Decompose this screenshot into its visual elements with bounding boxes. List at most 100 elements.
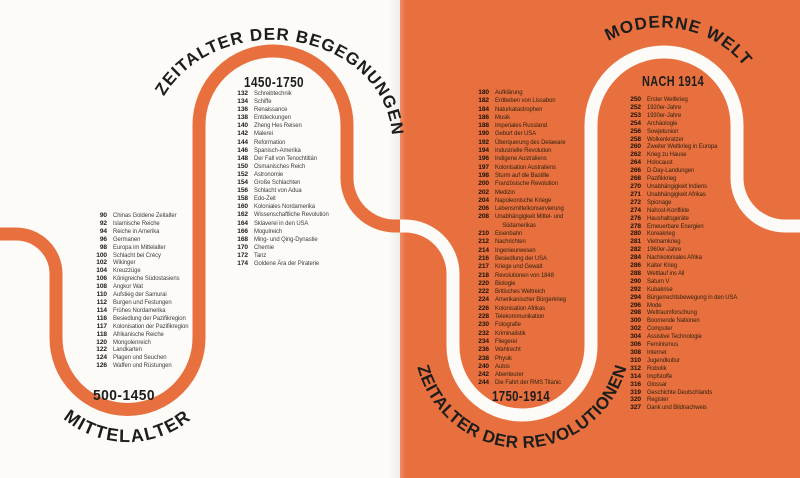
toc-entry: 284 Nachkoloniales Afrika: [621, 254, 747, 262]
entry-title: Besiedlung der USA: [495, 254, 547, 262]
toc-entry: 170 Chemie: [228, 244, 337, 252]
page-number: 104: [96, 267, 107, 275]
toc-entry: 184 Naturkatastrophen: [469, 106, 599, 114]
entry-title: D-Day-Landungen: [647, 167, 695, 175]
entry-title: Erdbeben von Lissabon: [495, 97, 556, 105]
toc-entry: 272 Spionage: [621, 199, 747, 207]
entry-title: Zheng Hes Reisen: [254, 122, 302, 130]
entry-title: Saturn V: [647, 277, 670, 285]
toc-entry: 302 Computer: [621, 325, 747, 333]
toc-entry: 258 Wolkenkratzer: [621, 136, 747, 144]
page-number: 276: [630, 214, 641, 222]
era-dates-revolutionen: 1750-1914: [492, 388, 550, 405]
entry-title: Aufstieg der Samurai: [113, 291, 167, 299]
page-number: 166: [237, 227, 248, 235]
entry-title: Kreuzzüge: [113, 267, 141, 275]
entry-title: Kolonisation der Pazifikregion: [113, 322, 189, 330]
entry-title: 1960er-Jahre: [647, 246, 682, 254]
entry-title: Wissenschaftliche Revolution: [254, 211, 329, 219]
entry-title: Kubakrise: [647, 285, 673, 293]
toc-entry: 226 Kolonisation Afrikas: [469, 305, 599, 313]
toc-entry: 124 Plagen und Seuchen: [87, 354, 197, 362]
entry-title: 1930er-Jahre: [647, 111, 682, 119]
toc-entry: 100 Schlacht bei Crécy: [87, 252, 197, 260]
entry-title: Unabhängigkeit Indiens: [647, 182, 708, 190]
entry-title: Industrielle Revolution: [495, 147, 552, 155]
toc-entry: 164 Sklaverei in den USA: [228, 220, 337, 228]
toc-entry: 108 Angkor Wat: [87, 283, 197, 291]
toc-entry: 156 Schlacht von Adua: [228, 187, 337, 195]
toc-entry: 290 Saturn V: [621, 278, 747, 286]
entry-title: Tanz: [254, 251, 267, 259]
entry-title: Revolutionen von 1848: [495, 271, 554, 279]
toc-entry: 116 Besiedlung der Pazifikregion: [87, 315, 197, 323]
toc-entry: 274 Nahost-Konflikte: [621, 207, 747, 215]
era-dates-begegnungen: 1450-1750: [244, 74, 304, 91]
entry-title: Robotik: [647, 364, 667, 372]
page-number: 118: [96, 330, 107, 338]
entry-title: Telekommunikation: [495, 313, 545, 321]
toc-entry: 268 Pazifikkrieg: [621, 175, 747, 183]
toc-entry: 264 Holocaust: [621, 159, 747, 167]
page-number: 217: [478, 263, 489, 271]
page-number: 212: [478, 238, 489, 246]
page-number: 238: [478, 354, 489, 362]
toc-entry: 230 Fotografie: [469, 321, 599, 329]
toc-entry: 242 Abenteurer: [469, 371, 599, 379]
page-number: 180: [478, 89, 489, 96]
entry-title: Eisenbahn: [495, 230, 523, 238]
page-number: 271: [630, 190, 641, 198]
page-number: 290: [630, 277, 641, 285]
page-number: 208: [478, 213, 489, 221]
toc-entry: 244 Die Fahrt der RMS Titanic: [469, 379, 599, 387]
entry-title: Angkor Wat: [113, 283, 143, 291]
page-number: 296: [630, 301, 641, 309]
page-number: 96: [99, 235, 107, 243]
page-number: 306: [630, 341, 641, 349]
entry-title: Feminismus: [647, 341, 679, 349]
entry-title: Ingenieurwesen: [495, 246, 536, 254]
page-number: 218: [478, 271, 489, 279]
entry-title: Spanisch-Amerika: [254, 146, 301, 154]
entry-title: Sturm auf die Bastille: [495, 171, 550, 179]
toc-entry: 146 Spanisch-Amerika: [228, 147, 337, 155]
page-number: 234: [478, 337, 489, 345]
toc-entry: 300 Boomende Nationen: [621, 317, 747, 325]
entry-title: Wettlauf ins All: [647, 269, 685, 277]
toc-entry: 210 Eisenbahn: [469, 230, 599, 238]
page-number: 206: [478, 205, 489, 213]
toc-entry: 306 Feminismus: [621, 341, 747, 349]
page-number: 242: [478, 371, 489, 379]
entry-title: Mogulreich: [254, 227, 283, 235]
page-number: 204: [478, 196, 489, 204]
toc-entry: 110 Aufstieg der Samurai: [87, 291, 197, 299]
page-number: 216: [478, 254, 489, 262]
toc-entry: 304 Assistive Technologie: [621, 333, 747, 341]
toc-entry: 212 Nachrichten: [469, 238, 599, 246]
entry-title: Ming- und Qing-Dynastie: [254, 235, 318, 243]
page-number: 117: [96, 322, 107, 330]
entry-title: Fotografie: [495, 321, 521, 329]
page-number: 210: [478, 230, 489, 238]
toc-entry: 96 Germanen: [87, 236, 197, 244]
page-number: 304: [630, 333, 641, 341]
page-number: 142: [237, 130, 248, 138]
page-number: 132: [237, 90, 248, 97]
toc-entry: 122 Landkarten: [87, 346, 197, 354]
entry-title: Astronomie: [254, 170, 284, 178]
toc-entry: 271 Unabhängigkeit Afrikas: [621, 191, 747, 199]
toc-entry: 214 Ingenieurwesen: [469, 247, 599, 255]
page-number: 122: [96, 346, 107, 354]
entry-title: Haushaltsgeräte: [647, 214, 689, 222]
page-number: 108: [96, 283, 107, 291]
toc-entry: 152 Astronomie: [228, 171, 337, 179]
entry-title: Assistive Technologie: [647, 333, 702, 341]
page-number: 188: [478, 122, 489, 130]
page-number: 282: [630, 246, 641, 254]
page-number: 116: [96, 314, 107, 322]
entry-title: Plagen und Seuchen: [113, 354, 167, 362]
page-number: 226: [478, 304, 489, 312]
entry-title: Große Schlachten: [254, 179, 301, 187]
toc-entry: 232 Kriminalistik: [469, 330, 599, 338]
page-number: 134: [237, 98, 248, 106]
